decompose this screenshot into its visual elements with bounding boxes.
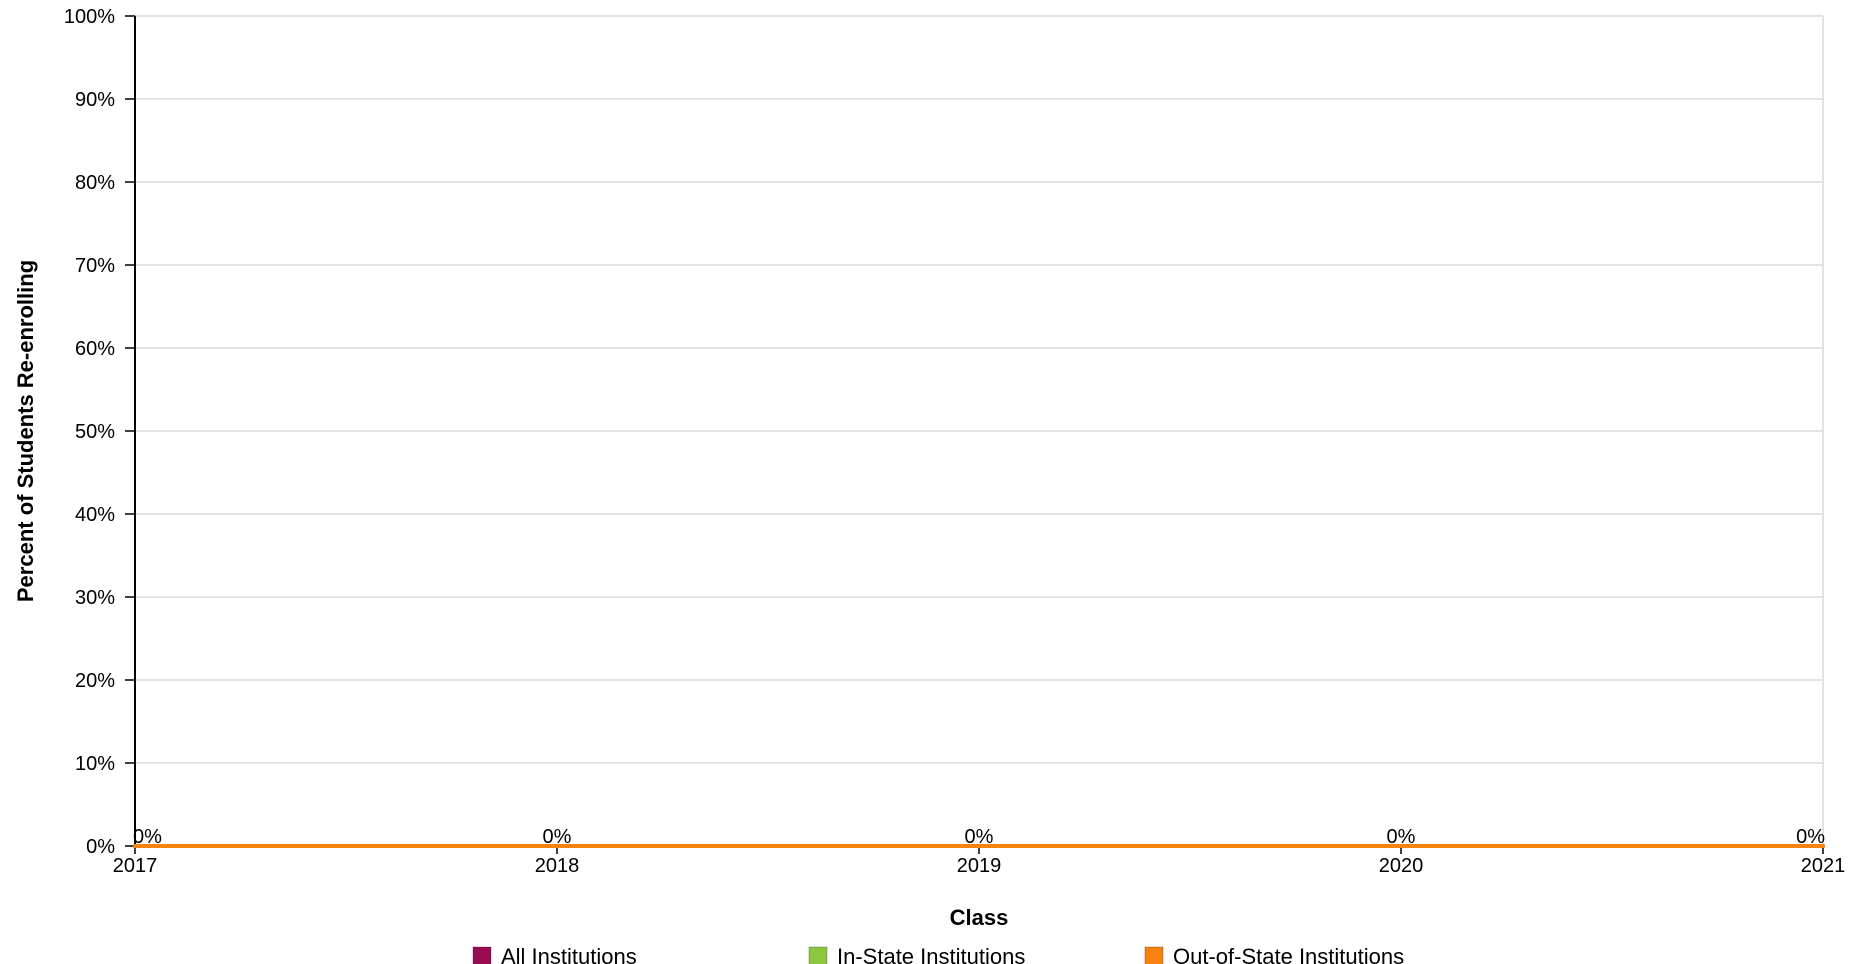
y-tick-label: 10% <box>75 753 115 775</box>
x-tick-label: 2018 <box>535 855 580 877</box>
y-tick-label: 30% <box>75 587 115 609</box>
legend: All Institutions In-State Institutions Out… <box>472 944 1404 964</box>
series-point <box>555 844 559 848</box>
data-label: 0% <box>133 826 162 848</box>
x-tick-label: 2021 <box>1801 855 1846 877</box>
series-layer <box>133 844 1825 848</box>
x-axis: 2017 2018 2019 2020 2021 <box>113 845 1846 877</box>
series-point <box>977 844 981 848</box>
legend-item: In-State Institutions <box>808 944 1025 964</box>
x-tick-label: 2020 <box>1379 855 1424 877</box>
x-tick-label: 2017 <box>113 855 158 877</box>
y-tick-label: 100% <box>64 6 115 28</box>
data-label: 0% <box>1387 826 1416 848</box>
y-tick-label: 40% <box>75 504 115 526</box>
legend-label: Out-of-State Institutions <box>1173 944 1404 964</box>
grid-lines <box>135 15 1824 846</box>
series-point <box>1399 844 1403 848</box>
data-label: 0% <box>543 826 572 848</box>
legend-swatch <box>472 946 492 964</box>
legend-swatch <box>1144 946 1164 964</box>
data-label: 0% <box>1796 826 1825 848</box>
data-labels: 0% 0% 0% 0% 0% <box>133 826 1825 848</box>
y-tick-label: 60% <box>75 338 115 360</box>
legend-swatch <box>808 946 828 964</box>
series-point <box>1821 844 1825 848</box>
legend-item: All Institutions <box>472 944 637 964</box>
y-tick-label: 80% <box>75 172 115 194</box>
legend-label: In-State Institutions <box>837 944 1025 964</box>
x-axis-title: Class <box>950 905 1009 930</box>
y-tick-label: 90% <box>75 89 115 111</box>
series-point <box>133 844 137 848</box>
legend-item: Out-of-State Institutions <box>1144 944 1404 964</box>
data-label: 0% <box>965 826 994 848</box>
y-tick-label: 70% <box>75 255 115 277</box>
x-tick-label: 2019 <box>957 855 1002 877</box>
y-tick-label: 0% <box>86 836 115 858</box>
legend-label: All Institutions <box>501 944 637 964</box>
y-axis: 0% 10% 20% 30% 40% 50% 60% 70% 80% 90% 100% <box>64 6 136 858</box>
y-tick-label: 50% <box>75 421 115 443</box>
y-tick-label: 20% <box>75 670 115 692</box>
y-axis-title: Percent of Students Re-enrolling <box>13 260 38 602</box>
